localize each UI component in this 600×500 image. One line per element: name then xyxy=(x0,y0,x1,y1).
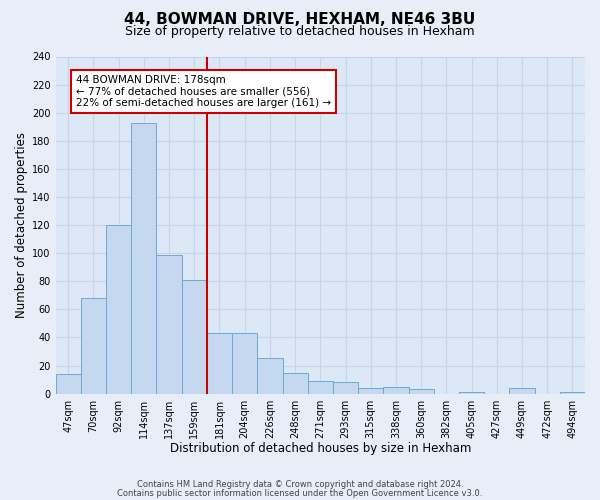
Bar xyxy=(283,372,308,394)
Bar xyxy=(333,382,358,394)
Bar xyxy=(56,374,81,394)
Bar xyxy=(383,386,409,394)
Bar xyxy=(106,225,131,394)
Bar xyxy=(232,333,257,394)
Bar xyxy=(257,358,283,394)
Bar xyxy=(358,388,383,394)
Y-axis label: Number of detached properties: Number of detached properties xyxy=(15,132,28,318)
Bar xyxy=(207,333,232,394)
Bar xyxy=(409,390,434,394)
Bar xyxy=(560,392,585,394)
Text: 44, BOWMAN DRIVE, HEXHAM, NE46 3BU: 44, BOWMAN DRIVE, HEXHAM, NE46 3BU xyxy=(124,12,476,28)
Bar xyxy=(308,381,333,394)
Bar xyxy=(131,122,157,394)
Bar xyxy=(81,298,106,394)
Bar xyxy=(509,388,535,394)
Text: Size of property relative to detached houses in Hexham: Size of property relative to detached ho… xyxy=(125,25,475,38)
Bar xyxy=(182,280,207,394)
Text: Contains HM Land Registry data © Crown copyright and database right 2024.: Contains HM Land Registry data © Crown c… xyxy=(137,480,463,489)
X-axis label: Distribution of detached houses by size in Hexham: Distribution of detached houses by size … xyxy=(170,442,471,455)
Bar xyxy=(157,254,182,394)
Bar xyxy=(459,392,484,394)
Text: 44 BOWMAN DRIVE: 178sqm
← 77% of detached houses are smaller (556)
22% of semi-d: 44 BOWMAN DRIVE: 178sqm ← 77% of detache… xyxy=(76,75,331,108)
Text: Contains public sector information licensed under the Open Government Licence v3: Contains public sector information licen… xyxy=(118,488,482,498)
